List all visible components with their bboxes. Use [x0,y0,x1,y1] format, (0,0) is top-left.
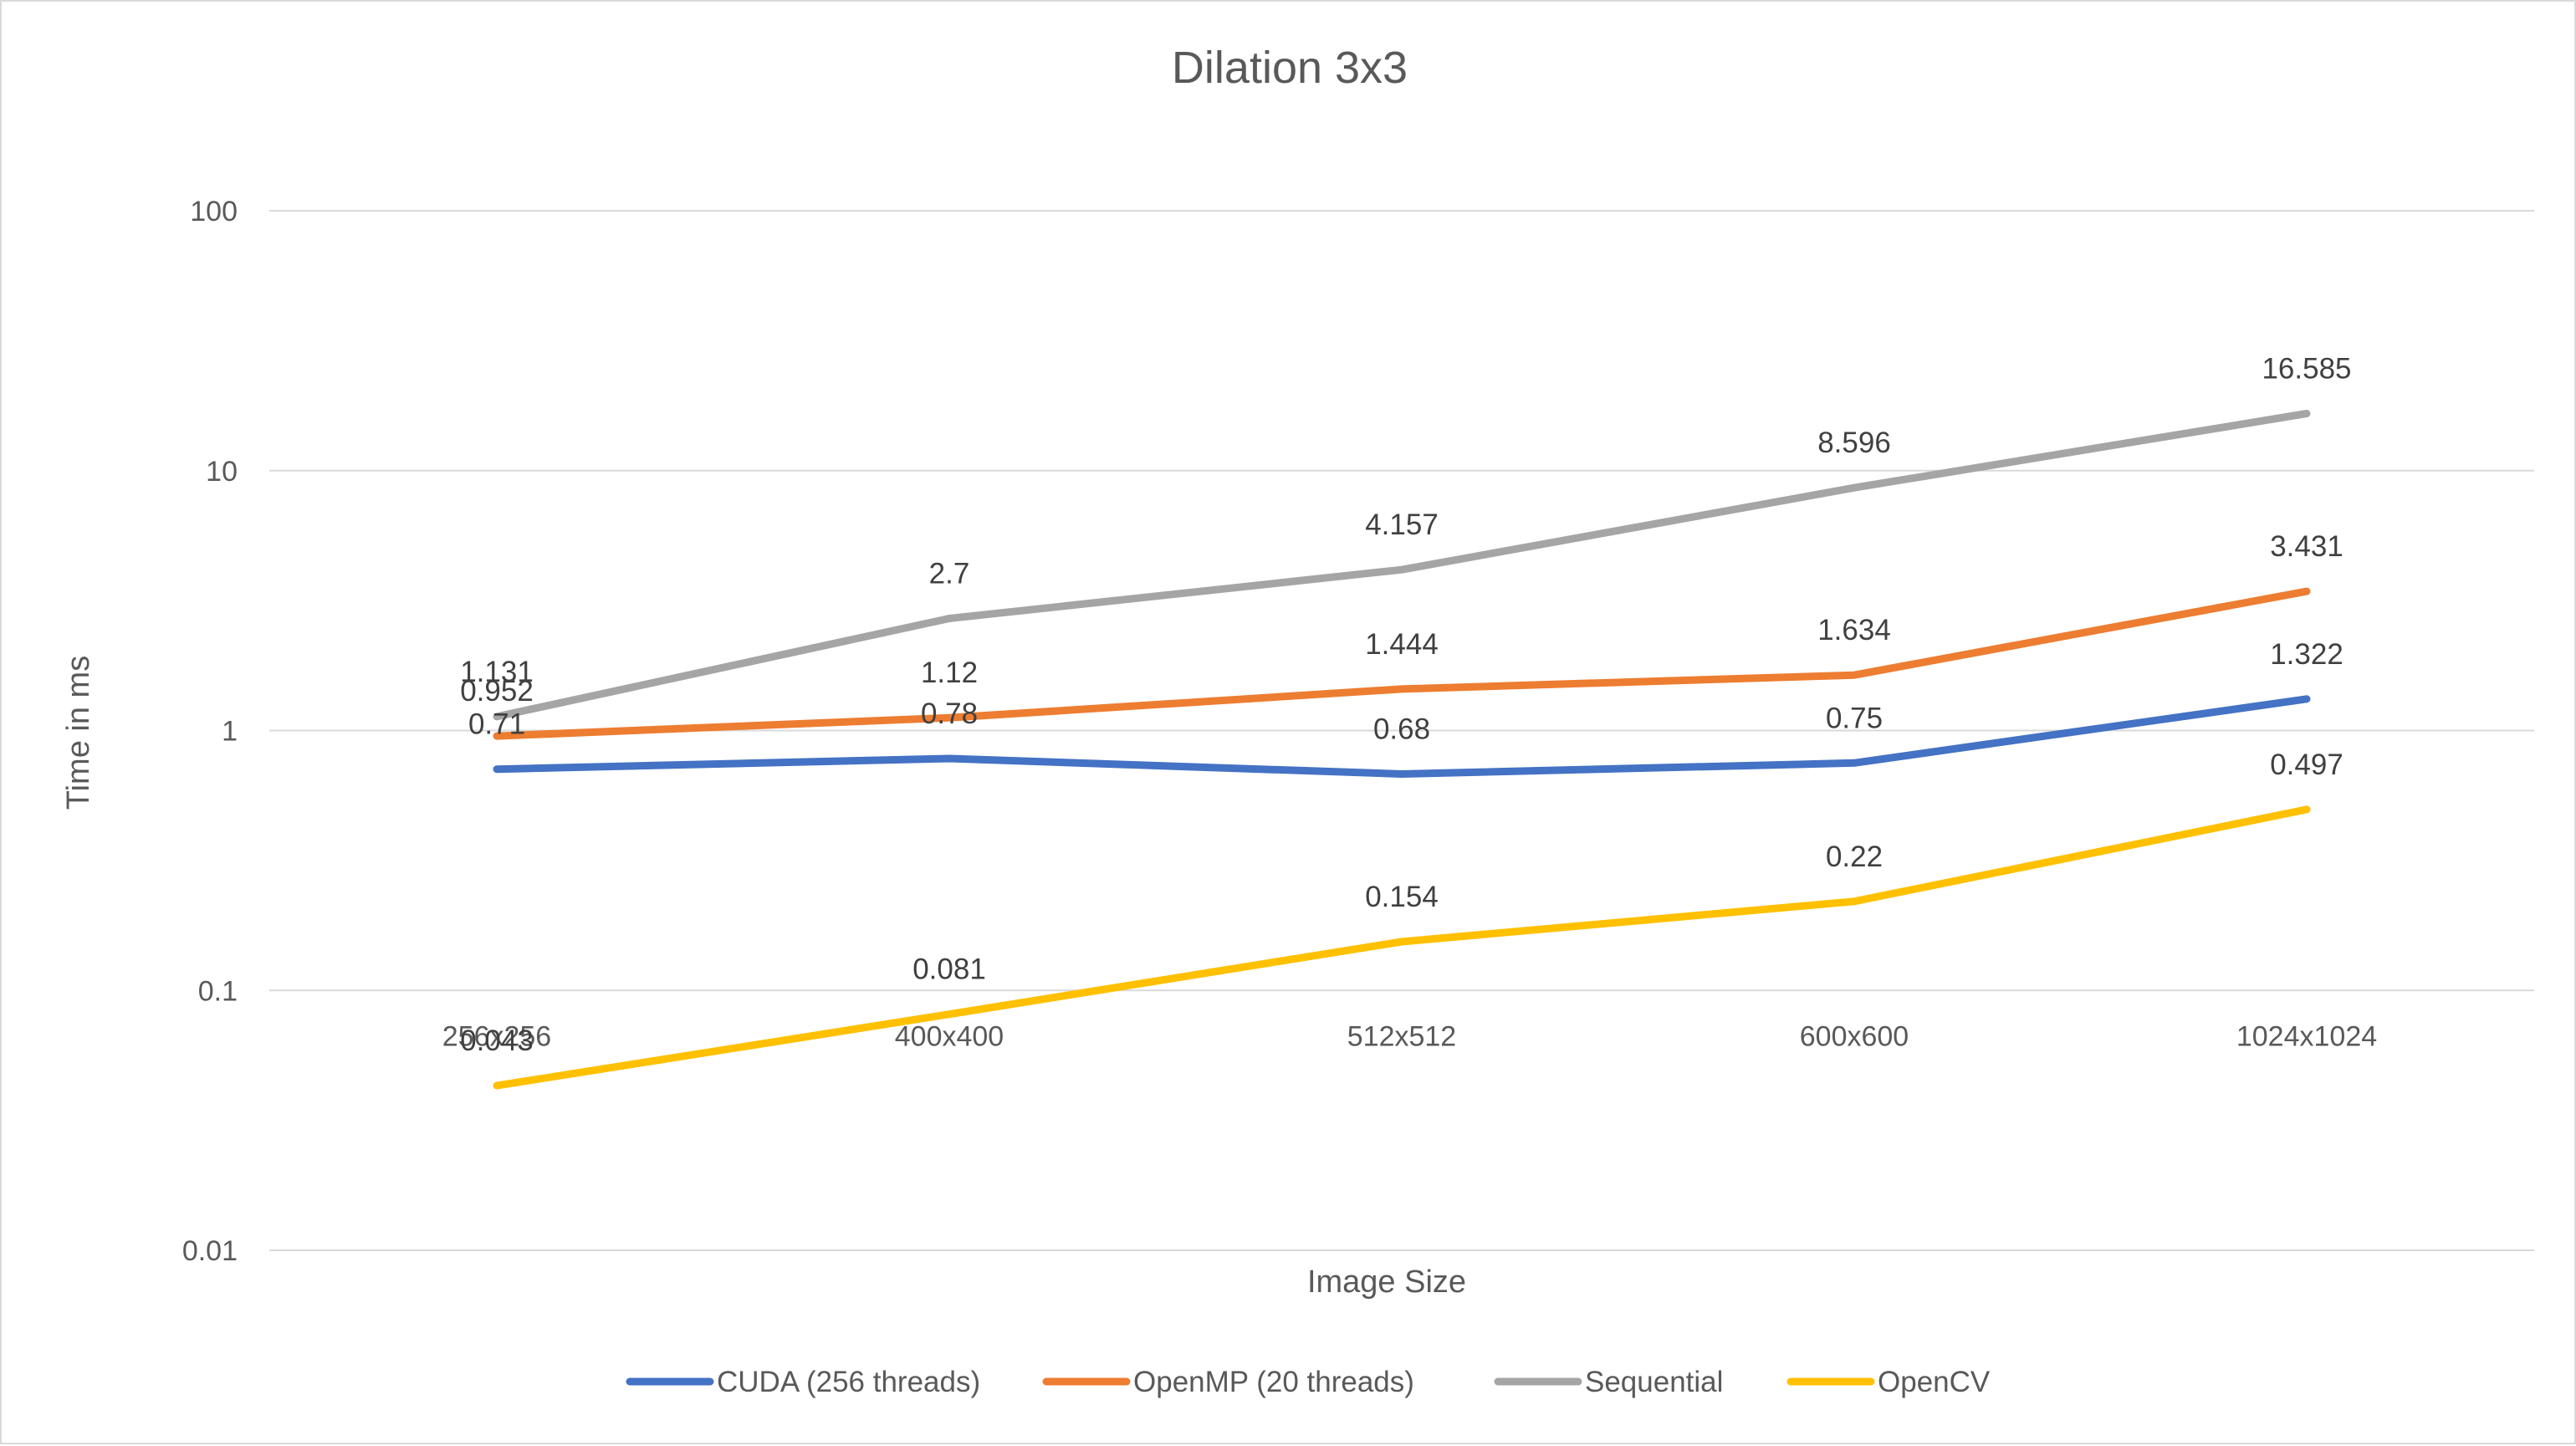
legend-label: OpenCV [1878,1366,1991,1398]
legend-label: OpenMP (20 threads) [1133,1366,1414,1398]
legend-item: OpenMP (20 threads) [1042,1366,1414,1398]
y-tick-label: 10 [206,456,238,488]
x-tick-label: 600x600 [1800,1020,1909,1052]
legend-label: CUDA (256 threads) [717,1366,980,1398]
data-label: 8.596 [1817,427,1891,459]
x-tick-label: 400x400 [895,1020,1004,1052]
y-tick-label: 0.01 [182,1235,238,1267]
y-axis-ticks: 0.01 0.1 1 10 100 [182,196,238,1267]
data-label: 1.634 [1817,614,1891,646]
legend-label: Sequential [1585,1366,1723,1398]
series-lines [493,410,2311,1090]
y-tick-label: 100 [190,196,238,227]
data-label: 4.157 [1365,508,1439,541]
series-line-3 [493,410,2311,721]
data-label: 0.952 [460,675,534,708]
data-label: 0.497 [2270,749,2343,781]
data-label: 0.68 [1373,713,1430,746]
y-tick-label: 0.1 [198,975,238,1007]
x-axis-ticks: 256x256 400x400 512x512 600x600 1024x1024 [442,1020,2377,1052]
data-label: 0.75 [1826,702,1883,734]
data-label: 0.78 [921,697,978,730]
legend-item: OpenCV [1786,1366,1991,1398]
data-label: 0.71 [468,708,525,741]
data-label: 0.154 [1365,881,1439,913]
series-line-4 [493,805,2311,1090]
data-label: 1.12 [921,657,978,689]
series-line-1 [493,695,2311,778]
data-label: 0.081 [912,953,986,986]
data-label: 1.322 [2270,638,2343,671]
series-line-2 [493,587,2311,740]
x-tick-label: 512x512 [1347,1020,1456,1052]
data-label: 0.22 [1826,841,1883,873]
x-axis-title: Image Size [1307,1265,1466,1300]
legend-item: Sequential [1494,1366,1723,1398]
legend: CUDA (256 threads) OpenMP (20 threads) Seq… [626,1366,1991,1398]
data-labels: 0.71 0.78 0.68 0.75 1.322 0.952 1.12 1.444 1.634… [460,352,2351,1057]
data-label: 0.043 [460,1024,534,1057]
data-label: 1.444 [1365,628,1439,661]
x-tick-label: 1024x1024 [2236,1020,2377,1052]
data-label: 2.7 [929,557,970,590]
y-axis-title: Time in ms [61,656,96,810]
legend-item: CUDA (256 threads) [626,1366,980,1398]
x-tick-label: 256x256 [442,1020,551,1052]
y-tick-label: 1 [222,716,238,748]
chart-title: Dilation 3x3 [1172,43,1408,93]
data-label: 3.431 [2270,530,2343,563]
data-label: 1.131 [460,656,534,688]
data-label: 16.585 [2262,352,2351,385]
